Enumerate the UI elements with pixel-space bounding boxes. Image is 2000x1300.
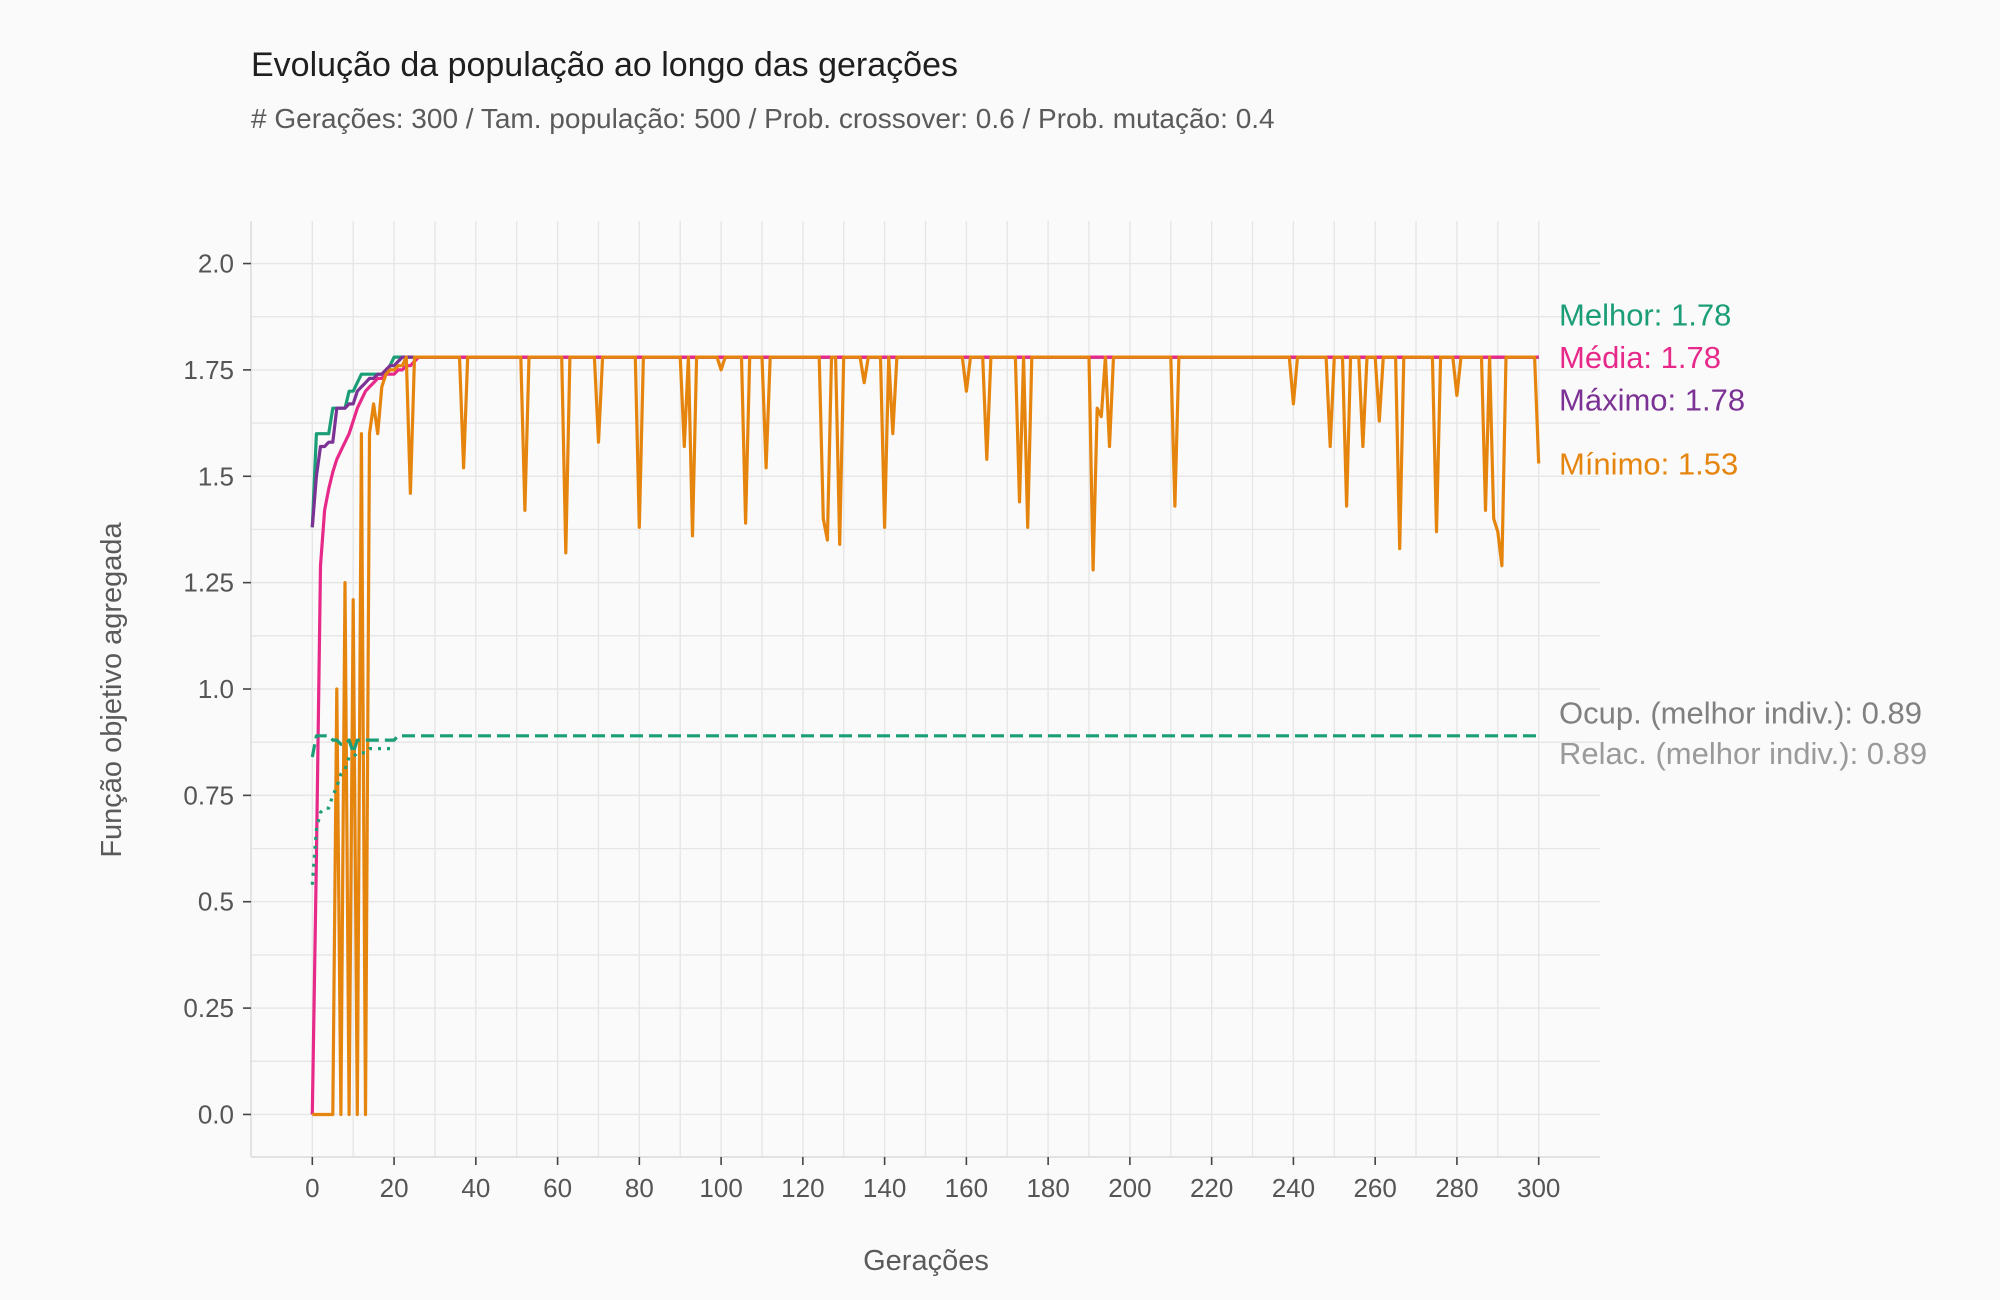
x-tick-label: 300 xyxy=(1517,1173,1560,1203)
x-tick-label: 260 xyxy=(1353,1173,1396,1203)
x-tick-label: 140 xyxy=(863,1173,906,1203)
series-line-m-dia xyxy=(310,355,1539,1115)
x-tick-label: 160 xyxy=(945,1173,988,1203)
series-end-label: Mínimo: 1.53 xyxy=(1559,447,1738,482)
series-end-label: Relac. (melhor indiv.): 0.89 xyxy=(1559,736,1927,771)
x-tick-label: 100 xyxy=(699,1173,742,1203)
y-tick-label: 1.25 xyxy=(183,568,234,598)
x-tick-label: 20 xyxy=(380,1173,409,1203)
axes: 0 20 40 60 80 100 120 140 160 180 200 220 240 260 280 3… xyxy=(183,221,1600,1203)
y-tick-label: 0.5 xyxy=(198,887,234,917)
gridlines xyxy=(251,221,1600,1157)
y-tick-label: 0.25 xyxy=(183,993,234,1023)
x-tick-label: 200 xyxy=(1108,1173,1151,1203)
chart-subtitle: # Gerações: 300 / Tam. população: 500 / … xyxy=(251,103,1275,134)
series-end-label: Média: 1.78 xyxy=(1559,340,1721,375)
x-tick-label: 180 xyxy=(1026,1173,1069,1203)
series-end-label: Ocup. (melhor indiv.): 0.89 xyxy=(1559,695,1922,730)
series-line-m-ximo xyxy=(310,355,1539,528)
end-labels: Melhor: 1.78 Média: 1.78 Máximo: 1.78 Mínim… xyxy=(1559,298,1927,771)
y-axis-label: Função objetivo agregada xyxy=(96,521,128,857)
x-tick-label: 240 xyxy=(1272,1173,1315,1203)
y-tick-label: 1.0 xyxy=(198,674,234,704)
series-end-label: Máximo: 1.78 xyxy=(1559,383,1745,418)
y-tick-label: 1.5 xyxy=(198,461,234,491)
series-line-m-nimo xyxy=(312,355,1541,1117)
y-tick-label: 1.75 xyxy=(183,355,234,385)
y-tick-label: 0.75 xyxy=(183,780,234,810)
x-tick-label: 280 xyxy=(1435,1173,1478,1203)
x-axis-label: Gerações xyxy=(863,1245,989,1277)
x-tick-label: 120 xyxy=(781,1173,824,1203)
x-tick-label: 220 xyxy=(1190,1173,1233,1203)
chart-title: Evolução da população ao longo das geraç… xyxy=(251,46,958,84)
x-tick-label: 60 xyxy=(543,1173,572,1203)
series-line-ocup-melhor-indiv xyxy=(310,734,1539,758)
series-group xyxy=(310,355,1541,1117)
x-tick-label: 0 xyxy=(305,1173,319,1203)
x-tick-label: 40 xyxy=(461,1173,490,1203)
series-line-relac-melhor-indiv xyxy=(310,746,395,885)
series-end-label: Melhor: 1.78 xyxy=(1559,298,1731,333)
x-tick-label: 80 xyxy=(625,1173,654,1203)
y-tick-label: 0.0 xyxy=(198,1099,234,1129)
y-tick-label: 2.0 xyxy=(198,249,234,279)
